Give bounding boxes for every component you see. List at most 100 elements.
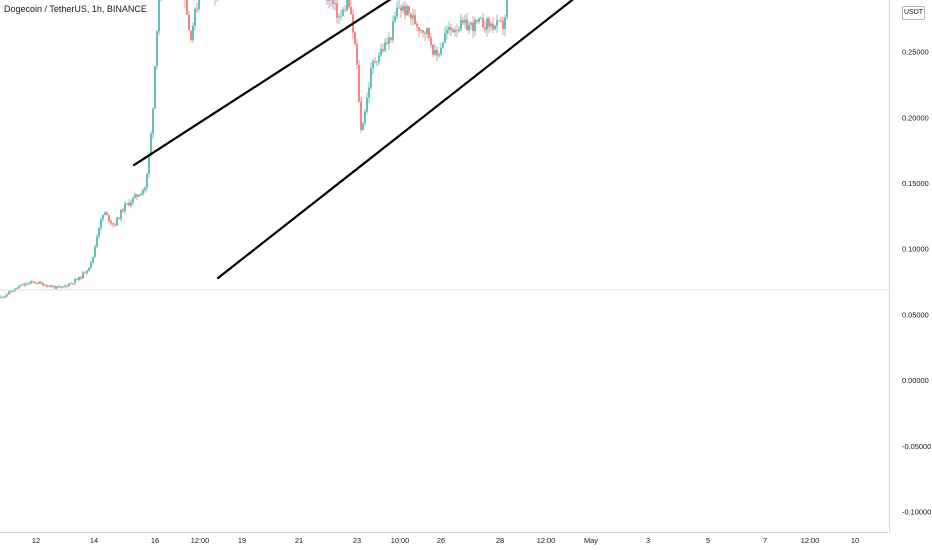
candle-body	[82, 272, 84, 279]
candle-body	[38, 281, 40, 284]
time-tick-label: 12:00	[801, 536, 820, 545]
candle-body	[54, 286, 56, 289]
candle-body	[126, 202, 128, 204]
candle-body	[488, 18, 490, 27]
candle-body	[408, 6, 410, 14]
candle-body	[16, 288, 18, 289]
candle-body	[22, 284, 24, 286]
candle-body	[342, 9, 344, 16]
candle-body	[436, 50, 438, 56]
candle-body	[104, 212, 106, 216]
candle-body	[470, 22, 472, 25]
candle-body	[114, 224, 116, 226]
candle-body	[60, 286, 62, 288]
candle-body	[92, 257, 94, 263]
candle-body	[134, 194, 136, 198]
currency-unit-badge[interactable]: USDT	[902, 6, 925, 20]
candle-body	[350, 7, 352, 15]
candle-body	[346, 0, 348, 11]
candle-body	[444, 33, 446, 43]
candle-body	[360, 101, 362, 130]
candle-body	[64, 285, 66, 287]
candle-body	[94, 246, 96, 258]
candle-body	[476, 19, 478, 22]
candle-body	[86, 270, 88, 273]
candle-body	[326, 0, 328, 1]
candle-body	[328, 0, 330, 1]
candle-body	[434, 50, 436, 55]
candle-body	[438, 54, 440, 56]
candle-body	[26, 283, 28, 285]
candle-body	[354, 32, 356, 44]
candle-body	[384, 42, 386, 51]
candle-body	[386, 42, 388, 44]
candle-body	[422, 30, 424, 33]
price-axis[interactable]: 0.650000.600000.550000.500000.450000.350…	[902, 0, 931, 517]
candle-body	[366, 97, 368, 112]
trend-lines-layer[interactable]	[32, 0, 834, 280]
candle-body	[456, 30, 458, 32]
candle-body	[192, 25, 194, 40]
candle-body	[450, 27, 452, 30]
candle-body	[356, 43, 358, 65]
candle-body	[118, 217, 120, 219]
candle-body	[80, 276, 82, 279]
candle-body	[130, 202, 132, 206]
candle-body	[420, 30, 422, 31]
candle-body	[466, 19, 468, 31]
candle-body	[400, 7, 402, 11]
candle-body	[100, 219, 102, 229]
candle-body	[152, 108, 154, 134]
candle-body	[78, 276, 80, 280]
price-tick-label: -0.10000	[902, 508, 931, 517]
candle-body	[500, 20, 502, 22]
price-tick-label: 0.00000	[902, 376, 929, 385]
candle-body	[446, 30, 448, 34]
candle-body	[428, 28, 430, 38]
candle-body	[358, 64, 360, 102]
candle-body	[194, 8, 196, 26]
candle-body	[90, 262, 92, 268]
candle-body	[338, 16, 340, 18]
time-tick-label: 23	[353, 536, 361, 545]
price-tick-label: 0.05000	[902, 310, 929, 319]
candle-body	[88, 267, 90, 271]
candle-body	[40, 281, 42, 284]
candle-body	[112, 223, 114, 225]
candle-body	[32, 281, 34, 283]
candle-body	[76, 279, 78, 281]
candle-body	[124, 203, 126, 212]
candle-body	[198, 0, 200, 10]
candle-body	[50, 285, 52, 287]
candle-body	[478, 18, 480, 22]
candle-body	[410, 13, 412, 19]
candle-body	[378, 55, 380, 62]
trend-line[interactable]	[216, 0, 834, 280]
time-tick-label: 5	[706, 536, 710, 545]
time-tick-label: 19	[238, 536, 246, 545]
candle-body	[56, 286, 58, 289]
time-tick-label: 10	[851, 536, 859, 545]
candle-body	[18, 286, 20, 289]
trend-line[interactable]	[132, 0, 730, 167]
candle-body	[42, 283, 44, 286]
candle-body	[402, 6, 404, 11]
candle-body	[442, 42, 444, 48]
candle-body	[158, 0, 160, 32]
candle-body	[120, 209, 122, 219]
time-axis[interactable]: 12 14 16 12:00 19 21 23 10:00 26 28 12:00 May 3 5 7 12:…	[32, 536, 859, 545]
time-tick-label: 14	[90, 536, 98, 545]
candle-body	[154, 66, 156, 109]
candle-body	[122, 209, 124, 212]
time-tick-label: May	[584, 536, 598, 545]
candle-body	[108, 214, 110, 222]
candle-body	[106, 212, 108, 215]
candle-body	[48, 285, 50, 287]
price-tick-label: 0.25000	[902, 48, 929, 57]
candle-body	[492, 23, 494, 30]
candle-body	[62, 286, 64, 288]
candle-body	[344, 9, 346, 11]
chart-title: Dogecoin / TetherUS, 1h, BINANCE	[4, 4, 147, 14]
candle-body	[58, 286, 60, 288]
